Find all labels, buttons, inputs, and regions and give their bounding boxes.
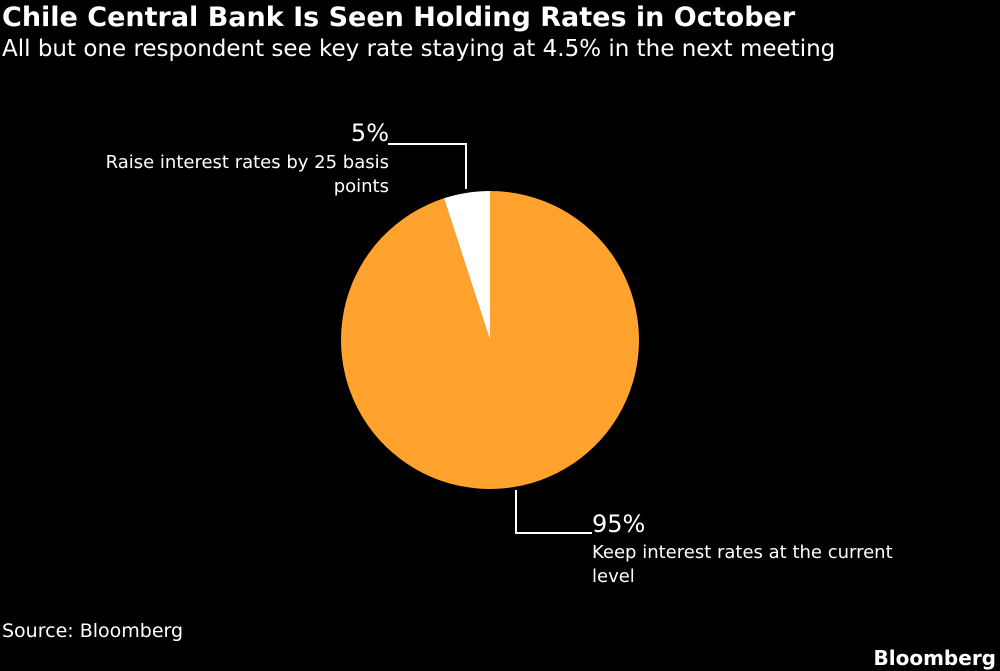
brand-logo: Bloomberg: [873, 646, 996, 670]
category-label-keep: Keep interest rates at the current: [592, 542, 893, 563]
category-label-raise: Raise interest rates by 25 basis: [106, 152, 389, 173]
source-note: Source: Bloomberg: [2, 620, 184, 642]
chart-subtitle: All but one respondent see key rate stay…: [2, 36, 836, 62]
category-label-keep: level: [592, 566, 635, 587]
leader-line-raise: [388, 143, 467, 189]
pie-slice-keep: [341, 191, 639, 490]
leader-line-keep: [515, 490, 592, 534]
category-label-raise: points: [334, 176, 389, 197]
value-label-keep: 95%: [592, 510, 645, 538]
value-label-raise: 5%: [351, 119, 389, 147]
chart-title: Chile Central Bank Is Seen Holding Rates…: [2, 2, 796, 33]
pie-slice-raise: [443, 191, 490, 340]
